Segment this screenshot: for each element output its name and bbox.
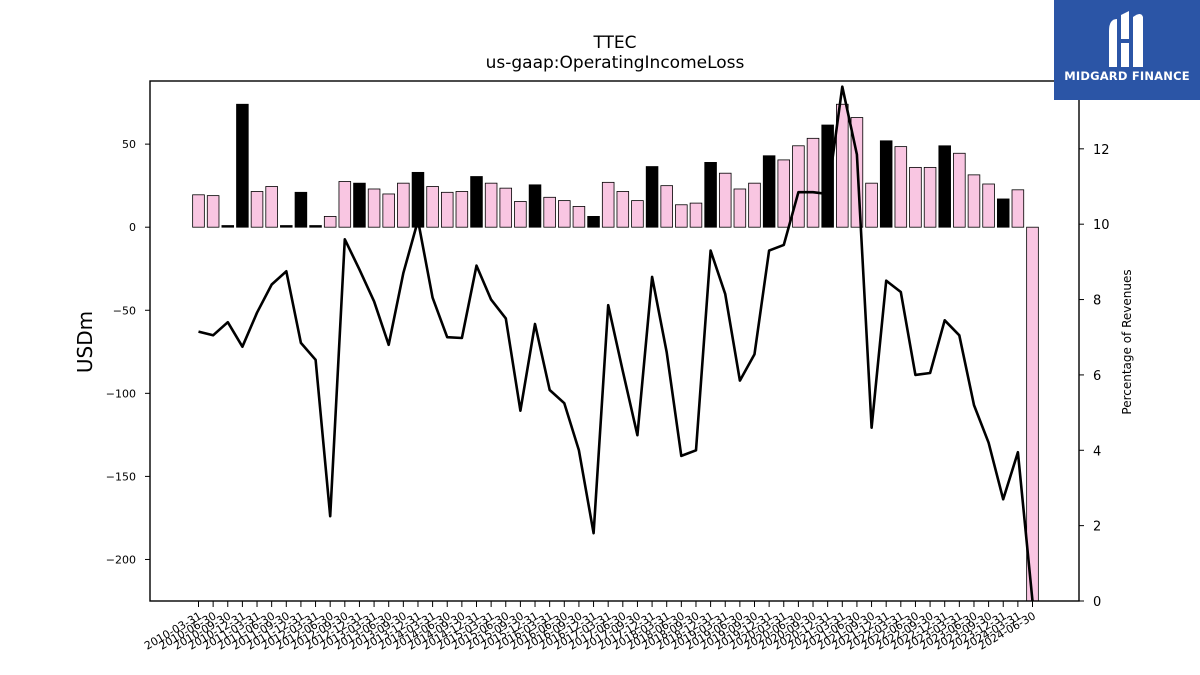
bar [733, 188, 747, 228]
bar [528, 184, 542, 228]
bar [792, 145, 805, 228]
bar [382, 193, 395, 228]
bar [367, 188, 381, 228]
bar [675, 204, 688, 228]
bar [836, 103, 849, 228]
bar [894, 146, 908, 228]
line-path [198, 85, 1034, 602]
chart-title: TTEC [592, 33, 636, 53]
bar [660, 185, 673, 228]
y2-tick-label: 4 [1093, 444, 1101, 459]
bar [996, 198, 1010, 228]
bar [689, 202, 703, 228]
bar [514, 201, 527, 228]
bar [762, 155, 776, 228]
bar [470, 176, 483, 228]
bar [718, 172, 732, 228]
y2-axis-label: Percentage of Revenues [1120, 269, 1134, 414]
bar [484, 182, 498, 228]
bar [294, 191, 308, 228]
bar [1026, 226, 1039, 602]
line-series [198, 85, 1034, 602]
bar [967, 174, 981, 228]
bar [353, 182, 366, 228]
y-tick-label: 0 [129, 221, 136, 234]
bar [236, 103, 249, 228]
bar-series [192, 103, 1039, 602]
bar [323, 215, 337, 228]
bar [309, 225, 322, 228]
bar [426, 186, 439, 228]
y-axis-label: USDm [73, 311, 97, 373]
bar [411, 171, 425, 228]
bar [397, 182, 410, 228]
plot-frame [149, 80, 1080, 602]
bar [704, 162, 717, 228]
bar [265, 186, 278, 228]
y2-tick-label: 8 [1093, 294, 1101, 309]
bar [938, 145, 951, 228]
chart-subtitle: us-gaap:OperatingIncomeLoss [486, 53, 745, 73]
bar [645, 166, 659, 228]
bar [601, 181, 615, 228]
y2-tick-label: 2 [1093, 520, 1101, 535]
bar [923, 166, 937, 228]
y-tick-label: −150 [106, 470, 136, 483]
bar [1011, 189, 1025, 228]
bar [499, 187, 513, 228]
midgard-m-icon [1109, 11, 1143, 67]
bar [221, 225, 235, 228]
bar [192, 194, 205, 228]
bar [909, 166, 922, 228]
bar [440, 191, 454, 228]
bar [280, 225, 293, 228]
bar [616, 191, 630, 228]
bar [455, 191, 469, 228]
y-tick-label: −100 [106, 387, 136, 400]
bar [879, 140, 893, 228]
y2-tick-label: 6 [1093, 369, 1101, 384]
brand-name: MIDGARD FINANCE [1064, 69, 1190, 83]
bar [982, 183, 995, 228]
y2-tick-label: 0 [1093, 595, 1101, 610]
axes: 500−50−100−150−2001210864202010-03-31201… [106, 80, 1110, 653]
bar [953, 152, 966, 228]
bar [558, 200, 571, 228]
y-tick-label: 50 [122, 138, 136, 151]
bar [587, 215, 600, 228]
y2-tick-label: 10 [1093, 218, 1110, 233]
bar [543, 196, 556, 228]
bar [806, 137, 820, 228]
bar [777, 159, 791, 228]
bar [572, 206, 586, 228]
brand-logo: MIDGARD FINANCE [1054, 0, 1200, 100]
bar [250, 191, 264, 228]
bar [631, 200, 644, 228]
bar [338, 181, 352, 228]
bar [821, 124, 834, 228]
bar [865, 182, 878, 228]
y-tick-label: −200 [106, 553, 136, 566]
bar [748, 182, 761, 228]
y2-tick-label: 12 [1093, 143, 1110, 158]
bar [206, 195, 220, 228]
y-tick-label: −50 [113, 304, 136, 317]
